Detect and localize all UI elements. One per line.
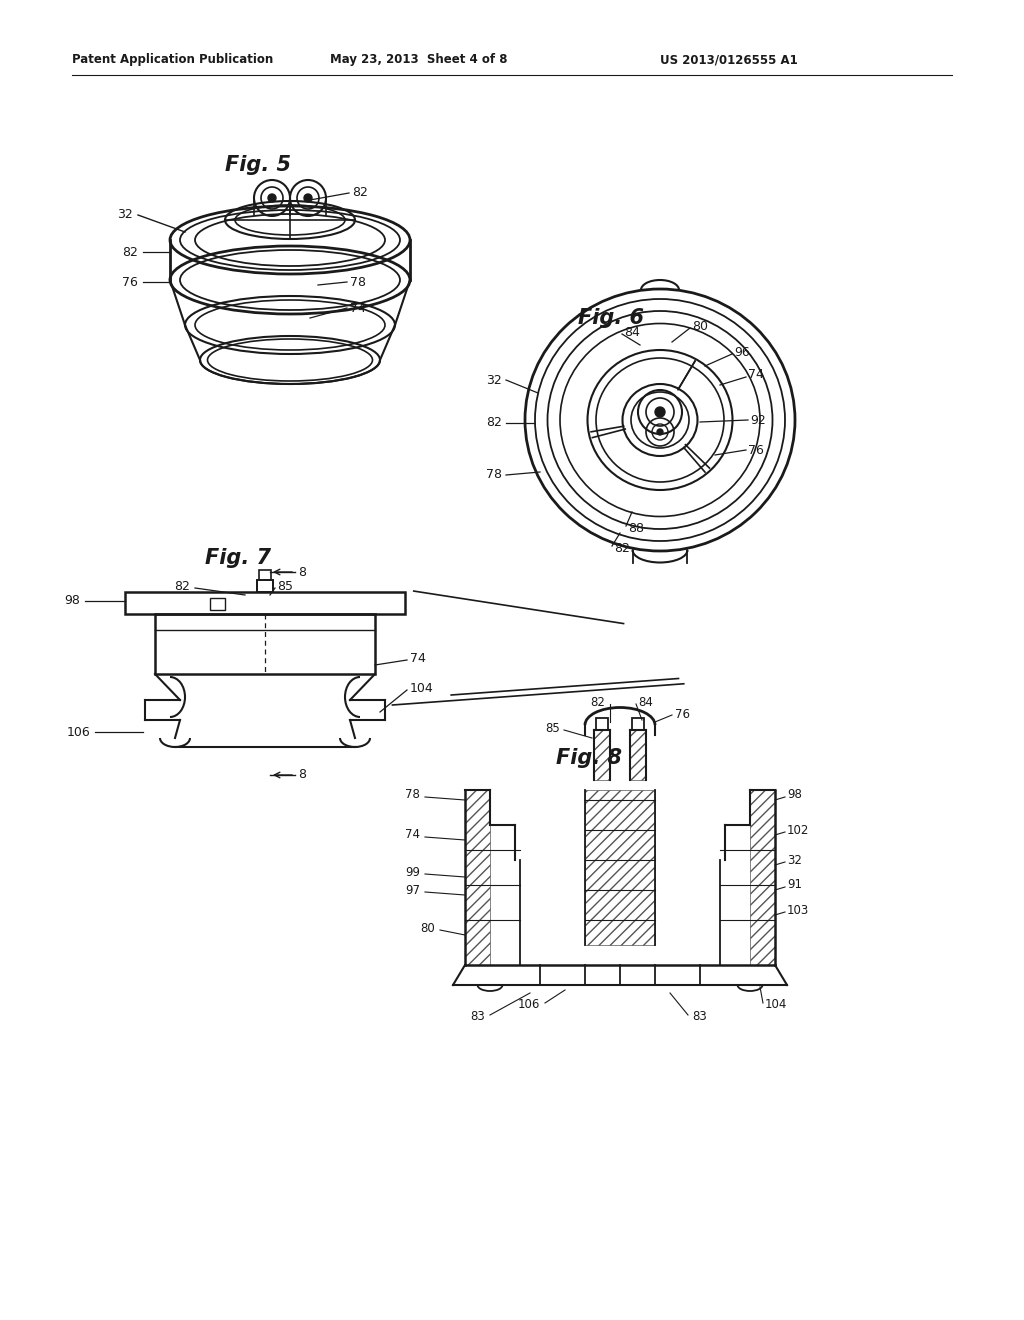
- Text: Fig. 7: Fig. 7: [205, 548, 271, 568]
- Text: 102: 102: [787, 824, 809, 837]
- Text: 96: 96: [734, 346, 750, 359]
- Bar: [596, 718, 608, 730]
- Text: May 23, 2013  Sheet 4 of 8: May 23, 2013 Sheet 4 of 8: [330, 54, 508, 66]
- Text: 106: 106: [517, 998, 540, 1011]
- Bar: [259, 570, 271, 579]
- Text: 82: 82: [174, 579, 190, 593]
- Bar: [465, 789, 490, 965]
- Bar: [585, 789, 655, 945]
- Circle shape: [268, 194, 276, 202]
- Text: 97: 97: [406, 883, 420, 896]
- Text: Patent Application Publication: Patent Application Publication: [72, 54, 273, 66]
- Text: 8: 8: [298, 565, 306, 578]
- Text: 103: 103: [787, 903, 809, 916]
- Bar: [630, 730, 646, 780]
- Text: 32: 32: [118, 209, 133, 222]
- Circle shape: [657, 429, 663, 436]
- Text: 32: 32: [787, 854, 802, 866]
- Bar: [750, 789, 775, 965]
- Text: 82: 82: [614, 541, 630, 554]
- Text: 82: 82: [122, 246, 138, 259]
- Bar: [632, 718, 644, 730]
- Text: 74: 74: [410, 652, 426, 664]
- Bar: [210, 598, 225, 610]
- Text: 104: 104: [410, 681, 434, 694]
- Text: 78: 78: [350, 276, 366, 289]
- Text: 106: 106: [67, 726, 90, 738]
- Text: 74: 74: [350, 301, 366, 314]
- Text: 98: 98: [65, 594, 80, 607]
- Text: 82: 82: [486, 417, 502, 429]
- Text: 83: 83: [470, 1011, 485, 1023]
- Bar: [125, 591, 406, 614]
- Text: 76: 76: [748, 444, 764, 457]
- Text: 84: 84: [638, 696, 653, 709]
- Text: 99: 99: [406, 866, 420, 879]
- Bar: [257, 579, 273, 591]
- Text: 92: 92: [750, 413, 766, 426]
- Text: 104: 104: [765, 998, 787, 1011]
- Text: 78: 78: [486, 469, 502, 482]
- Text: 76: 76: [675, 709, 690, 722]
- Text: Fig. 6: Fig. 6: [578, 308, 644, 327]
- Text: US 2013/0126555 A1: US 2013/0126555 A1: [660, 54, 798, 66]
- Text: 74: 74: [406, 829, 420, 842]
- Text: 88: 88: [628, 521, 644, 535]
- Text: 74: 74: [748, 368, 764, 381]
- Text: 78: 78: [406, 788, 420, 801]
- Text: 80: 80: [692, 319, 708, 333]
- Text: 80: 80: [420, 921, 435, 935]
- Bar: [594, 730, 610, 780]
- Text: 84: 84: [624, 326, 640, 338]
- Circle shape: [304, 194, 312, 202]
- Text: Fig. 8: Fig. 8: [556, 748, 622, 768]
- Text: 76: 76: [122, 276, 138, 289]
- Bar: [155, 614, 375, 675]
- Text: 85: 85: [545, 722, 560, 734]
- Text: 8: 8: [298, 768, 306, 781]
- Text: 82: 82: [352, 186, 368, 199]
- Text: 82: 82: [590, 696, 605, 709]
- Text: Fig. 5: Fig. 5: [225, 154, 291, 176]
- Text: 98: 98: [787, 788, 802, 801]
- Circle shape: [655, 407, 665, 417]
- Text: 91: 91: [787, 879, 802, 891]
- Text: 83: 83: [692, 1011, 707, 1023]
- Text: 85: 85: [278, 579, 293, 593]
- Text: 32: 32: [486, 374, 502, 387]
